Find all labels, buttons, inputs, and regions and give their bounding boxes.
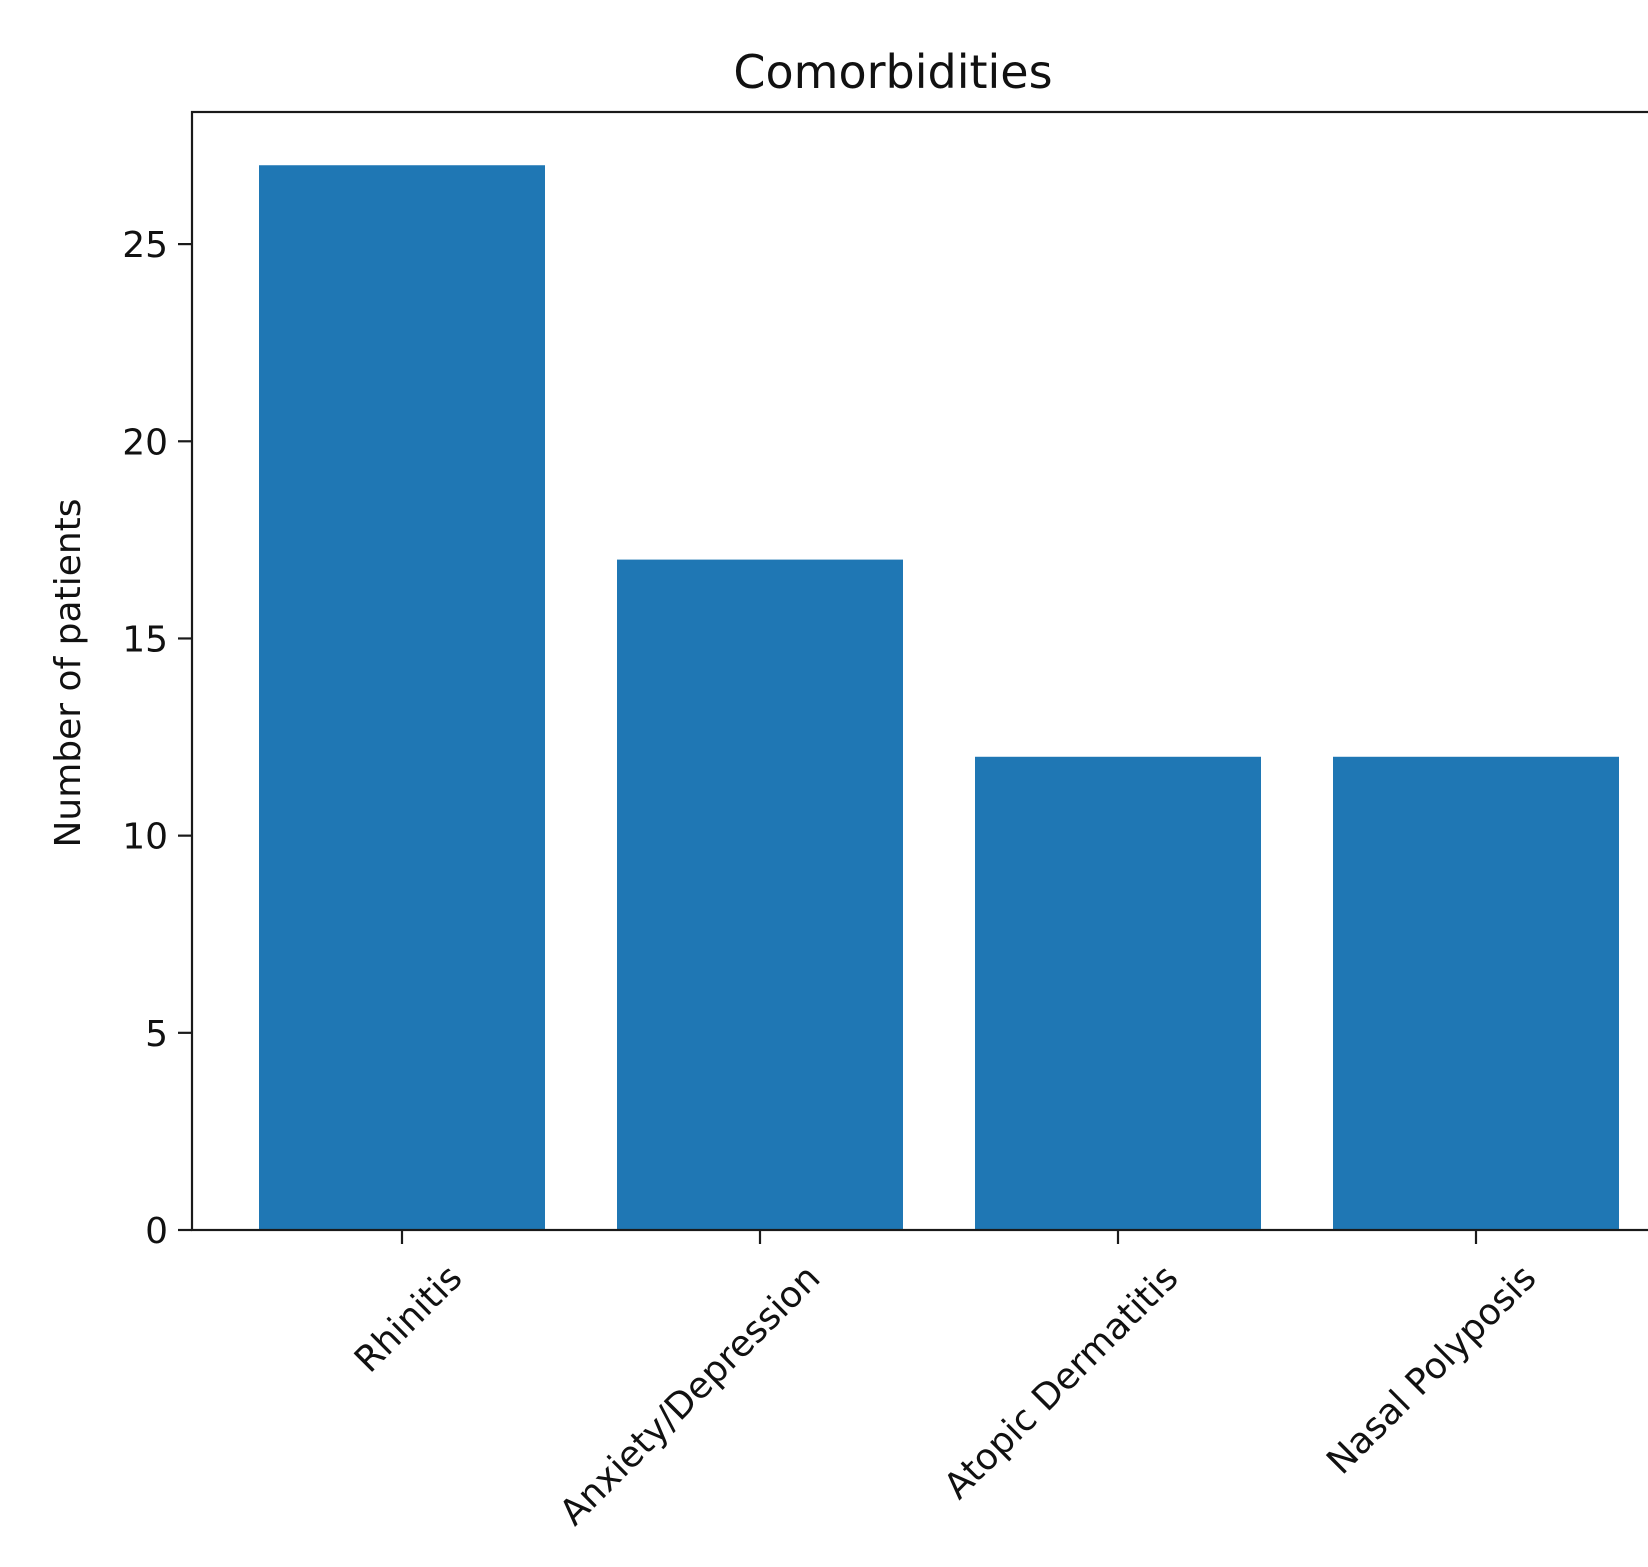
bar-rhinitis xyxy=(259,165,545,1231)
y-axis: 0 5 10 15 20 25 xyxy=(122,225,192,1252)
y-tick-label: 5 xyxy=(145,1014,168,1055)
bar-atopic-dermatitis xyxy=(975,756,1261,1230)
plot-frame xyxy=(190,110,1648,1232)
x-tick-label: Rhinitis xyxy=(347,1257,470,1380)
bar-nasal-polyposis xyxy=(1333,756,1619,1230)
x-axis: Rhinitis Anxiety/Depression Atopic Dermati… xyxy=(347,1230,1544,1534)
y-tick-label: 20 xyxy=(122,422,168,463)
y-tick-label: 10 xyxy=(122,817,168,858)
x-tick-label: Anxiety/Depression xyxy=(552,1257,828,1533)
y-tick-label: 25 xyxy=(122,225,168,266)
bar-anxiety-depression xyxy=(617,559,903,1230)
y-tick-label: 0 xyxy=(145,1211,168,1252)
bars xyxy=(259,165,1619,1231)
x-tick-label: Atopic Dermatitis xyxy=(936,1257,1186,1507)
x-tick-label: Nasal Polyposis xyxy=(1319,1257,1544,1482)
chart-title: Comorbidities xyxy=(733,45,1052,99)
y-tick-label: 15 xyxy=(122,619,168,660)
y-axis-label: Number of patients xyxy=(48,498,89,847)
